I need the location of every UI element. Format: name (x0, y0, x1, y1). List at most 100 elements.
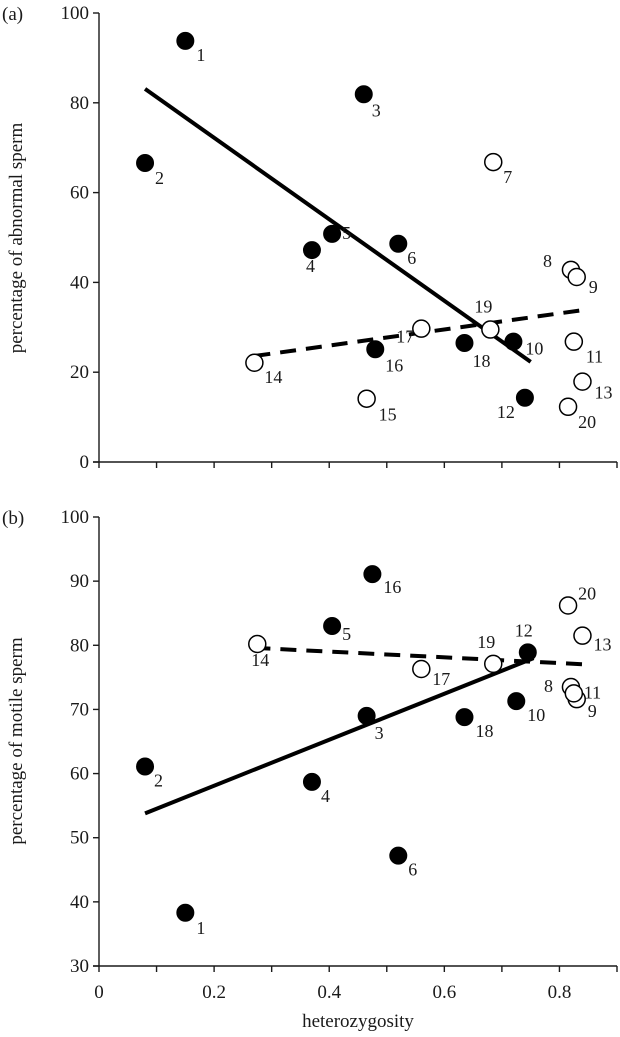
point-filled (136, 153, 155, 172)
fit-line-solid (144, 656, 535, 816)
point-label: 17 (432, 669, 450, 689)
point-label: 8 (544, 676, 553, 696)
point-label: 17 (396, 327, 414, 347)
x-tick-label: 0.8 (548, 982, 572, 1003)
y-tick-label: 90 (70, 571, 89, 592)
point-open (412, 659, 431, 679)
point-label: 6 (408, 860, 417, 880)
point-label: 1 (196, 918, 205, 938)
point-label: 9 (588, 701, 597, 721)
point-label: 8 (543, 251, 552, 271)
point-label: 1 (196, 45, 205, 65)
panel-a-y-axis-title: percentage of abnormal sperm (6, 123, 27, 354)
point-label: 18 (475, 721, 493, 741)
x-tick-label: 0.6 (432, 982, 456, 1003)
point-open (558, 596, 578, 615)
y-tick-label: 40 (70, 272, 89, 293)
point-filled (455, 334, 474, 353)
point-label: 13 (594, 383, 612, 403)
point-open (573, 372, 592, 391)
point-open (564, 332, 584, 351)
y-tick-label: 100 (61, 3, 90, 24)
point-filled (357, 706, 376, 725)
point-label: 11 (584, 682, 601, 702)
point-label: 12 (497, 402, 515, 422)
point-filled (389, 234, 408, 253)
point-open (412, 319, 431, 338)
point-label: 20 (578, 584, 596, 604)
point-label: 2 (155, 168, 164, 188)
point-label: 6 (407, 248, 416, 268)
y-tick-label: 60 (70, 183, 89, 204)
point-open (484, 152, 503, 172)
point-filled (176, 903, 195, 922)
y-tick-label: 60 (70, 764, 89, 785)
point-label: 12 (515, 620, 533, 640)
point-filled (518, 643, 537, 662)
point-label: 19 (477, 632, 495, 652)
point-filled (455, 708, 474, 727)
point-label: 4 (321, 786, 330, 806)
point-label: 2 (154, 771, 163, 791)
x-tick-label: 0.2 (202, 982, 226, 1003)
point-label: 3 (372, 100, 381, 120)
point-filled (302, 772, 321, 791)
y-tick-label: 30 (70, 956, 89, 977)
point-open (245, 353, 264, 373)
point-filled (363, 565, 382, 584)
point-label: 16 (383, 577, 401, 597)
point-label: 13 (593, 635, 611, 655)
point-label: 10 (525, 339, 543, 359)
point-filled (323, 617, 342, 636)
point-filled (515, 388, 534, 407)
point-open (484, 654, 503, 674)
fit-line-dashed (254, 645, 589, 667)
point-label: 16 (385, 355, 403, 375)
y-tick-label: 20 (70, 362, 89, 383)
panel-a-label: (a) (2, 4, 23, 25)
point-open (481, 320, 500, 339)
point-label: 20 (578, 412, 596, 432)
point-filled (366, 340, 385, 359)
panel-b-label: (b) (2, 508, 24, 529)
point-label: 5 (342, 223, 351, 243)
point-label: 9 (589, 277, 598, 297)
point-filled (302, 241, 321, 260)
y-tick-label: 40 (70, 892, 89, 913)
point-label: 11 (586, 347, 603, 367)
panel-b-y-axis-title: percentage of motile sperm (6, 637, 27, 845)
point-filled (354, 85, 373, 104)
point-label: 14 (251, 650, 269, 670)
y-tick-label: 80 (70, 93, 89, 114)
point-open (558, 397, 578, 417)
point-open (564, 684, 584, 703)
point-label: 10 (527, 705, 545, 725)
y-tick-label: 80 (70, 635, 89, 656)
point-filled (389, 846, 408, 865)
point-open (248, 634, 267, 654)
y-tick-label: 70 (70, 699, 89, 720)
point-open (573, 626, 592, 645)
fit-line-solid (143, 87, 532, 364)
point-open (567, 267, 586, 287)
point-label: 7 (503, 167, 512, 187)
x-tick-label: 0 (94, 982, 104, 1003)
y-tick-label: 0 (80, 452, 90, 473)
y-tick-label: 100 (61, 507, 90, 528)
point-filled (504, 332, 523, 351)
point-label: 15 (379, 405, 397, 425)
x-tick-label: 0.4 (317, 982, 341, 1003)
point-label: 3 (375, 723, 384, 743)
point-label: 18 (472, 351, 490, 371)
point-label: 14 (264, 367, 282, 387)
panel-a: (a) percentage of abnormal sperm 0 20 40 60… (2, 3, 618, 473)
panel-b: (b) percentage of motile sperm heterozyg… (2, 507, 618, 1032)
point-filled (176, 31, 195, 50)
point-filled (323, 224, 342, 243)
point-open (357, 389, 376, 408)
point-filled (507, 692, 526, 711)
x-axis-title: heterozygosity (302, 1011, 414, 1032)
point-label: 19 (474, 297, 492, 317)
y-tick-label: 50 (70, 828, 89, 849)
